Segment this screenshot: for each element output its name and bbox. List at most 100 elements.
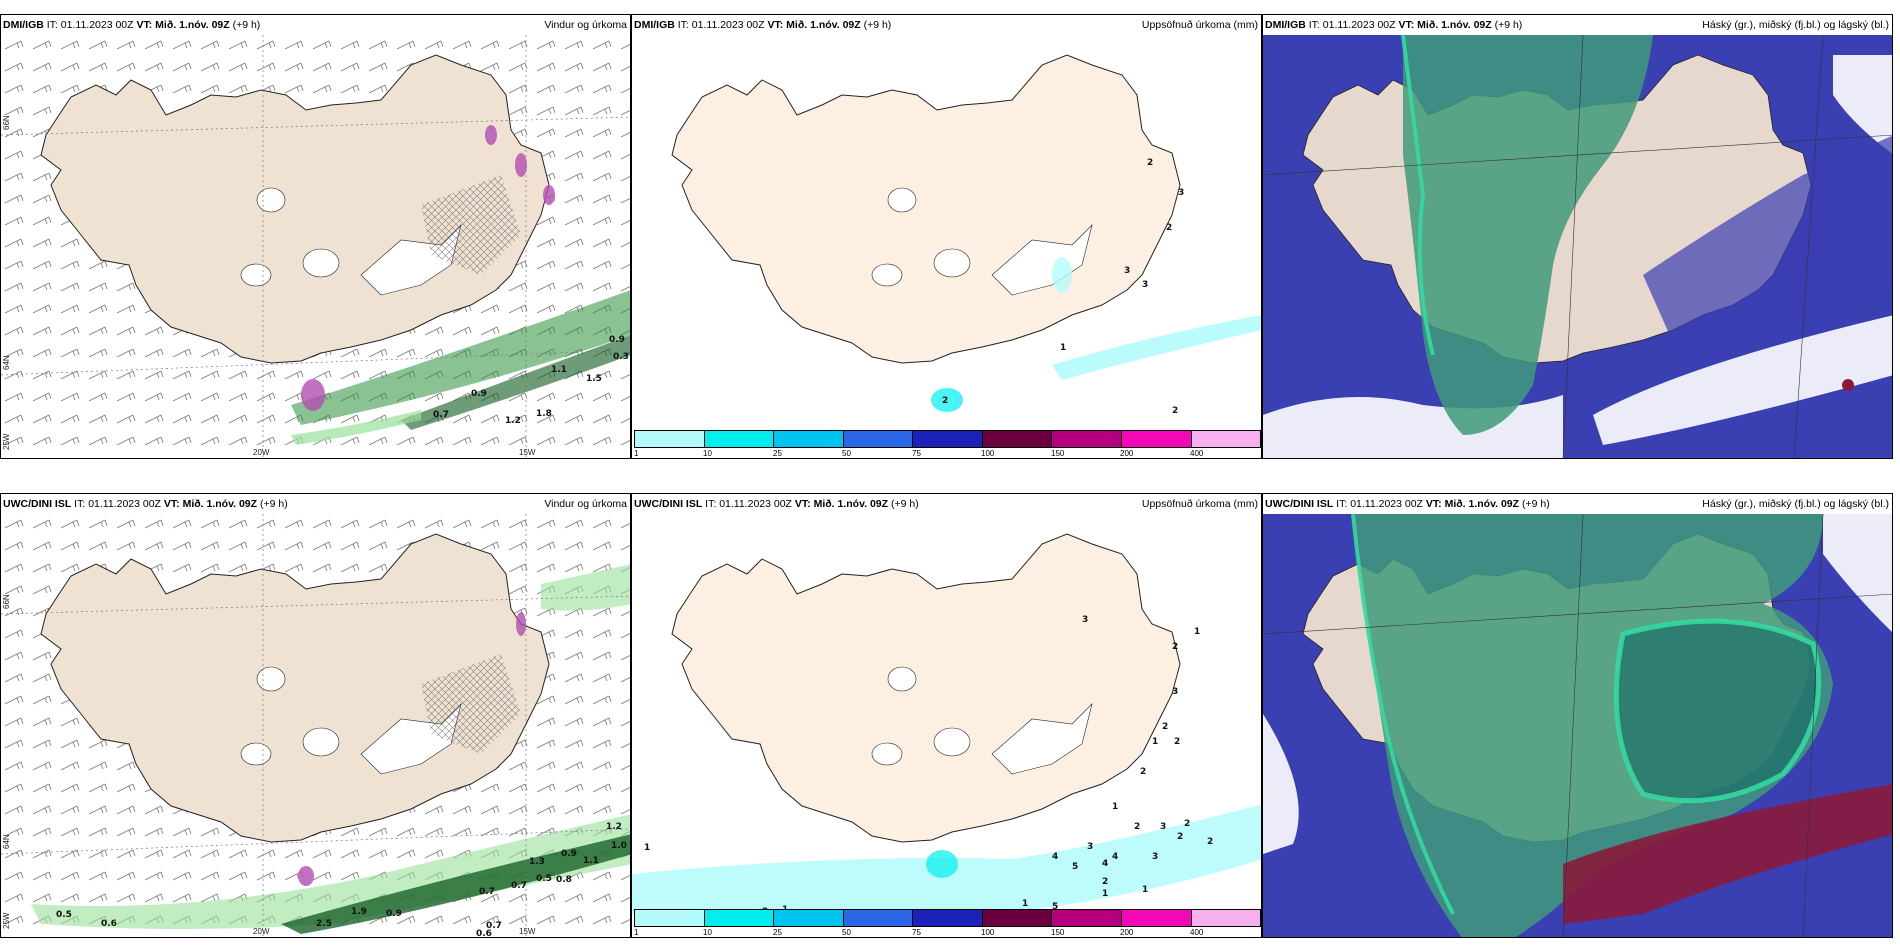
colorbar-swatch <box>1121 910 1192 926</box>
wind-label: 0.9 <box>561 849 577 859</box>
panel-accum-precip-dmi: DMI/IGB IT: 01.11.2023 00Z VT: Mið. 1.nó… <box>631 14 1262 459</box>
wind-label: 0.5 <box>56 910 72 920</box>
map-wind-precip: 0.9 1.1 1.5 0.7 1.2 1.8 0.3 0.9 20W 15W … <box>1 35 630 458</box>
panel-title: Vindur og úrkoma <box>544 498 627 510</box>
accum-label: 4 <box>1052 852 1058 862</box>
wind-label: 1.8 <box>536 409 552 419</box>
panel-title: Háský (gr.), miðský (fj.bl.) og lágský (… <box>1702 19 1889 31</box>
wind-label: 1.2 <box>606 822 622 832</box>
wind-label: 1.5 <box>586 374 602 384</box>
colorbar-label: 150 <box>1051 449 1065 458</box>
accum-label: 2 <box>1207 837 1213 847</box>
panel-clouds-dmi: DMI/IGB IT: 01.11.2023 00Z VT: Mið. 1.nó… <box>1262 14 1893 459</box>
colorbar-swatch <box>704 431 775 447</box>
wind-label: 0.7 <box>486 921 502 931</box>
wind-label: 0.6 <box>101 919 117 929</box>
panel-accum-precip-uwc: UWC/DINI ISL IT: 01.11.2023 00Z VT: Mið.… <box>631 493 1262 938</box>
wind-label: 0.5 <box>536 874 552 884</box>
lat-tick: 66N <box>2 115 11 130</box>
colorbar-swatch <box>913 431 983 447</box>
accum-label: 2 <box>1177 832 1183 842</box>
accum-label: 3 <box>1087 842 1093 852</box>
panel-title: Uppsöfnuð úrkoma (mm) <box>1141 498 1258 510</box>
accum-label: 2 <box>1184 819 1190 829</box>
colorbar-swatch <box>1121 431 1192 447</box>
accum-label: 2 <box>1102 877 1108 887</box>
colorbar-swatch <box>1052 910 1122 926</box>
wind-label: 0.7 <box>511 881 527 891</box>
lon-tick: 20W <box>253 927 270 936</box>
panel-header: UWC/DINI ISL IT: 01.11.2023 00Z VT: Mið.… <box>1 494 630 514</box>
panel-title: Vindur og úrkoma <box>544 19 627 31</box>
accum-label: 2 <box>1162 722 1168 732</box>
panel-title: Háský (gr.), miðský (fj.bl.) og lágský (… <box>1702 498 1889 510</box>
accum-label: 1 <box>1022 899 1028 909</box>
accum-label: 5 <box>1052 902 1058 912</box>
accum-label: 1 <box>1152 737 1158 747</box>
colorbar-label: 75 <box>912 928 921 937</box>
lat-tick: 64N <box>2 355 11 370</box>
colorbar-label: 100 <box>981 928 995 937</box>
accum-label: 1 <box>1142 885 1148 895</box>
accum-label: 5 <box>1072 862 1078 872</box>
panel-header: UWC/DINI ISL IT: 01.11.2023 00Z VT: Mið.… <box>1263 494 1892 514</box>
panel-header: UWC/DINI ISL IT: 01.11.2023 00Z VT: Mið.… <box>632 494 1261 514</box>
accum-label: 1 <box>1194 627 1200 637</box>
lon-tick: 20W <box>253 448 270 457</box>
wind-label: 2.5 <box>316 919 332 929</box>
precip-colorbar: 1 10 25 50 75 100 150 200 400 <box>634 430 1261 458</box>
map-accum-precip: 2 3 2 3 3 2 1 2 <box>632 35 1261 458</box>
wind-label: 1.1 <box>583 856 599 866</box>
accum-label: 3 <box>1124 266 1130 276</box>
colorbar-label: 400 <box>1190 449 1204 458</box>
colorbar-swatch <box>982 910 1053 926</box>
colorbar-label: 25 <box>773 449 782 458</box>
panel-clouds-uwc: UWC/DINI ISL IT: 01.11.2023 00Z VT: Mið.… <box>1262 493 1893 938</box>
lon-tick: 25W <box>2 912 11 929</box>
accum-label: 1 <box>1112 802 1118 812</box>
lon-tick: 15W <box>519 927 536 936</box>
map-wind-precip: 0.5 0.6 2.5 1.9 0.9 0.7 0.7 0.6 0.7 0.5 … <box>1 514 630 938</box>
wind-label: 0.9 <box>609 335 625 345</box>
colorbar-swatch <box>1191 431 1261 447</box>
lon-tick: 15W <box>519 448 536 457</box>
accum-label: 3 <box>1082 615 1088 625</box>
map-clouds <box>1263 35 1892 458</box>
colorbar-swatch <box>1191 910 1261 926</box>
wind-label: 0.8 <box>556 875 572 885</box>
panel-header: DMI/IGB IT: 01.11.2023 00Z VT: Mið. 1.nó… <box>1263 15 1892 35</box>
accum-label: 2 <box>942 396 948 406</box>
panel-header: DMI/IGB IT: 01.11.2023 00Z VT: Mið. 1.nó… <box>1 15 630 35</box>
wind-label: 0.9 <box>471 389 487 399</box>
map-accum-precip: 1 3 2 1 3 2 1 2 2 1 2 3 4 5 4 4 3 2 2 3 … <box>632 514 1261 937</box>
colorbar-swatch <box>774 431 844 447</box>
wind-label: 0.9 <box>386 909 402 919</box>
accum-label: 2 <box>1147 158 1153 168</box>
map-clouds <box>1263 514 1892 937</box>
lat-tick: 64N <box>2 834 11 849</box>
accum-label: 3 <box>1160 822 1166 832</box>
panel-wind-precip-dmi: DMI/IGB IT: 01.11.2023 00Z VT: Mið. 1.nó… <box>0 14 631 459</box>
colorbar-label: 75 <box>912 449 921 458</box>
colorbar-label: 50 <box>842 449 851 458</box>
colorbar-label: 200 <box>1120 449 1134 458</box>
colorbar-swatch <box>635 431 705 447</box>
colorbar-swatch <box>1052 431 1122 447</box>
wind-label: 0.6 <box>476 929 492 938</box>
colorbar-label: 10 <box>703 449 712 458</box>
accum-label: 2 <box>1174 737 1180 747</box>
colorbar-label: 150 <box>1051 928 1065 937</box>
accum-label: 3 <box>1172 687 1178 697</box>
wind-label: 1.0 <box>611 841 627 851</box>
wind-label: 1.9 <box>351 907 367 917</box>
colorbar-swatch <box>843 431 914 447</box>
accum-label: 2 <box>1172 406 1178 416</box>
wind-label: 1.3 <box>529 857 545 867</box>
colorbar-swatch <box>635 910 705 926</box>
wind-label: 1.1 <box>551 365 567 375</box>
colorbar-swatch <box>982 431 1053 447</box>
colorbar-label: 1 <box>634 449 639 458</box>
colorbar-label: 25 <box>773 928 782 937</box>
accum-label: 3 <box>1152 852 1158 862</box>
lon-tick: 25W <box>2 433 11 450</box>
